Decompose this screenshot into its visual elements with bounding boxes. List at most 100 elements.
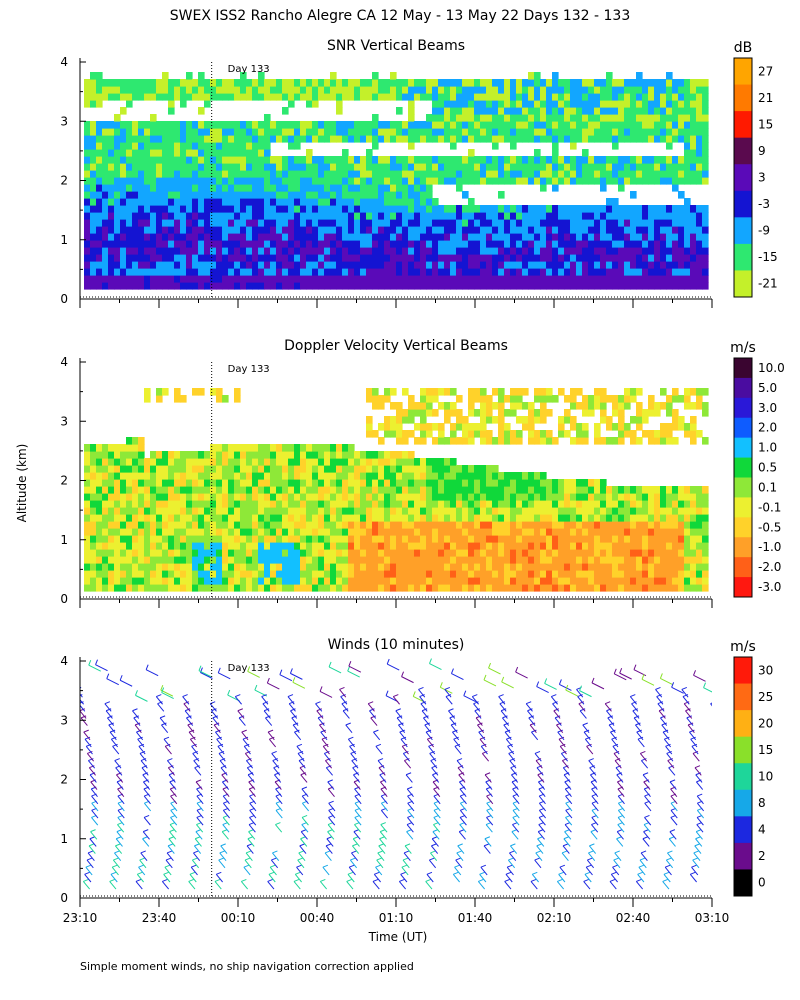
snr-cell <box>390 72 397 80</box>
doppler-cell <box>390 479 397 487</box>
snr-cell <box>666 212 673 220</box>
snr-cell <box>126 170 133 178</box>
snr-cell <box>582 282 589 290</box>
snr-cell <box>144 79 151 87</box>
doppler-cell <box>246 493 253 501</box>
snr-cell <box>138 149 145 157</box>
snr-cell <box>672 107 679 115</box>
snr-cell <box>396 268 403 276</box>
snr-cell <box>612 121 619 129</box>
doppler-cell <box>174 584 181 592</box>
snr-cell <box>156 219 163 227</box>
snr-cell <box>588 226 595 234</box>
snr-cell <box>192 212 199 220</box>
doppler-cell <box>468 514 475 522</box>
snr-cell <box>330 86 337 94</box>
snr-cell <box>618 135 625 143</box>
snr-cell <box>204 100 211 108</box>
snr-cell <box>660 233 667 241</box>
doppler-cell <box>438 563 445 571</box>
snr-cell <box>360 247 367 255</box>
snr-cell <box>288 128 295 136</box>
snr-cell <box>510 135 517 143</box>
doppler-cell <box>252 451 259 459</box>
snr-cell <box>414 170 421 178</box>
snr-cell <box>660 135 667 143</box>
snr-cell <box>678 128 685 136</box>
snr-cell <box>378 233 385 241</box>
doppler-cell <box>492 507 499 515</box>
snr-cell <box>252 79 259 87</box>
doppler-cell <box>546 535 553 543</box>
snr-cell <box>696 247 703 255</box>
snr-cell <box>666 254 673 262</box>
snr-cell <box>378 184 385 192</box>
snr-cell <box>696 282 703 290</box>
doppler-cell <box>612 549 619 557</box>
snr-cell <box>498 247 505 255</box>
doppler-cell <box>630 507 637 515</box>
doppler-cell <box>384 430 391 438</box>
snr-cell <box>474 170 481 178</box>
snr-cell <box>102 191 109 199</box>
snr-cell <box>342 177 349 185</box>
snr-cell <box>162 282 169 290</box>
doppler-cell <box>210 514 217 522</box>
doppler-cell <box>270 528 277 536</box>
snr-cell <box>84 135 91 143</box>
doppler-cell <box>540 416 547 424</box>
doppler-cell <box>426 507 433 515</box>
doppler-cell <box>342 458 349 466</box>
snr-cell <box>504 128 511 136</box>
doppler-cell <box>582 521 589 529</box>
snr-cell <box>162 240 169 248</box>
snr-cell <box>264 93 271 101</box>
snr-cell <box>294 282 301 290</box>
doppler-cell <box>390 388 397 396</box>
snr-cell <box>126 163 133 171</box>
doppler-cell <box>192 493 199 501</box>
snr-cell <box>294 275 301 283</box>
doppler-cell <box>498 584 505 592</box>
snr-cell <box>570 100 577 108</box>
doppler-cell <box>510 486 517 494</box>
doppler-cell <box>426 542 433 550</box>
doppler-cell <box>540 437 547 445</box>
snr-cell <box>594 128 601 136</box>
snr-cell <box>690 170 697 178</box>
doppler-cell <box>264 500 271 508</box>
doppler-cell <box>558 542 565 550</box>
doppler-cell <box>96 542 103 550</box>
snr-cell <box>516 163 523 171</box>
snr-cell <box>480 121 487 129</box>
doppler-cell <box>396 570 403 578</box>
snr-cell <box>246 93 253 101</box>
snr-cell <box>342 254 349 262</box>
snr-cell <box>198 275 205 283</box>
snr-cell <box>642 170 649 178</box>
snr-cell <box>432 219 439 227</box>
doppler-cell <box>426 458 433 466</box>
doppler-cell <box>660 570 667 578</box>
doppler-cell <box>366 563 373 571</box>
doppler-cell <box>462 423 469 431</box>
doppler-cell <box>666 556 673 564</box>
snr-cell <box>702 240 709 248</box>
snr-cell <box>84 191 91 199</box>
doppler-cell <box>678 493 685 501</box>
snr-cell <box>192 86 199 94</box>
snr-cell <box>660 107 667 115</box>
snr-cell <box>678 254 685 262</box>
snr-cell <box>222 261 229 269</box>
snr-cell <box>396 86 403 94</box>
snr-cell <box>114 233 121 241</box>
snr-cell <box>240 79 247 87</box>
doppler-cell <box>354 549 361 557</box>
snr-cell <box>354 156 361 164</box>
snr-cell <box>198 121 205 129</box>
doppler-cell <box>240 521 247 529</box>
snr-cell <box>648 268 655 276</box>
snr-cell <box>570 219 577 227</box>
doppler-cell <box>294 563 301 571</box>
snr-cell <box>288 268 295 276</box>
